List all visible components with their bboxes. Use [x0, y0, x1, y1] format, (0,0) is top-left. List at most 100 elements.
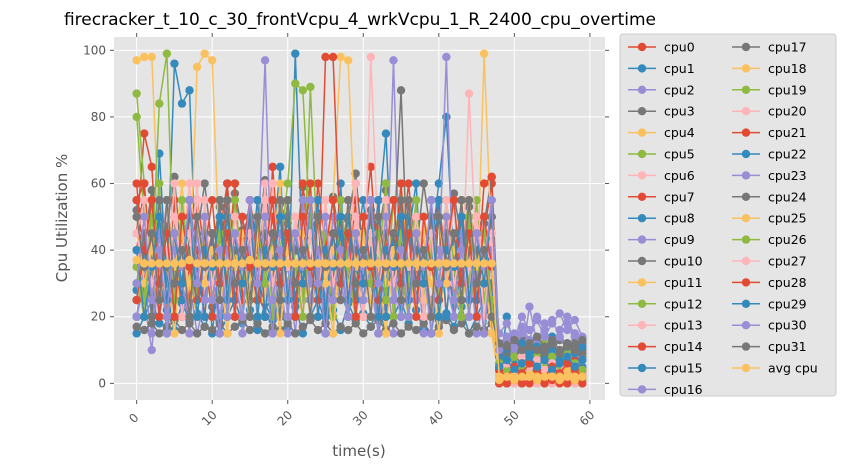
data-point — [434, 179, 444, 188]
data-point — [570, 315, 579, 325]
data-point — [208, 195, 217, 205]
data-point — [510, 365, 519, 375]
data-point — [555, 372, 564, 381]
data-point — [245, 255, 255, 265]
data-point — [464, 212, 474, 222]
data-point — [170, 179, 179, 188]
data-point — [419, 179, 428, 188]
data-point — [547, 372, 557, 381]
data-point — [185, 255, 194, 265]
data-point — [132, 255, 141, 265]
data-point — [479, 329, 489, 338]
legend-entry-label: cpu1 — [664, 61, 695, 76]
data-point — [570, 372, 579, 381]
data-point — [132, 295, 141, 305]
data-point — [185, 195, 194, 205]
data-point — [132, 179, 141, 188]
data-point — [510, 342, 519, 351]
data-point — [343, 325, 353, 335]
data-point — [215, 212, 224, 222]
data-point — [359, 212, 368, 222]
data-point — [555, 345, 564, 355]
data-point — [563, 339, 572, 348]
data-point — [555, 309, 564, 318]
data-point — [404, 312, 413, 321]
data-point — [177, 99, 187, 108]
data-point — [291, 259, 300, 268]
x-tick-label: 30 — [350, 408, 371, 429]
data-point — [434, 212, 444, 222]
data-point — [381, 195, 391, 205]
legend-entry-label: cpu15 — [664, 361, 703, 376]
data-point — [238, 312, 247, 321]
data-point — [396, 195, 406, 205]
data-point — [442, 279, 451, 288]
y-tick-label: 0 — [98, 376, 106, 390]
data-point — [381, 295, 391, 305]
data-point — [275, 295, 285, 305]
data-point — [442, 312, 451, 321]
data-point — [487, 195, 496, 205]
data-point — [487, 259, 496, 268]
data-point — [472, 329, 481, 338]
data-point — [359, 295, 368, 305]
data-point — [238, 259, 247, 268]
data-point — [563, 312, 572, 321]
data-point — [563, 372, 572, 381]
data-point — [578, 365, 587, 375]
data-point — [517, 379, 527, 388]
data-point — [283, 259, 292, 268]
y-axis-label: Cpu Utilization % — [53, 154, 71, 282]
legend-entry-label: cpu9 — [664, 232, 695, 247]
data-point — [185, 319, 194, 328]
data-point — [155, 195, 164, 205]
data-point — [306, 312, 315, 321]
data-point — [185, 329, 194, 338]
data-point — [147, 185, 156, 195]
legend-swatch-marker — [741, 235, 751, 244]
data-point — [253, 279, 262, 288]
data-point — [208, 312, 217, 321]
legend-entry-label: cpu11 — [664, 275, 703, 290]
data-point — [472, 229, 481, 238]
data-point — [192, 62, 202, 72]
data-point — [321, 279, 330, 288]
x-tick-label: 60 — [577, 408, 598, 429]
data-point — [457, 195, 466, 205]
data-point — [298, 329, 308, 338]
data-point — [525, 302, 534, 311]
data-point — [208, 259, 217, 268]
legend-swatch-marker — [637, 85, 647, 95]
data-point — [396, 312, 406, 321]
data-point — [223, 312, 232, 321]
data-point — [389, 319, 398, 328]
data-point — [170, 312, 179, 321]
data-point — [343, 259, 353, 268]
data-point — [351, 179, 360, 188]
data-point — [192, 329, 202, 338]
data-point — [442, 195, 451, 205]
data-point — [328, 229, 338, 238]
y-tick-label: 20 — [91, 310, 106, 324]
data-point — [563, 365, 572, 375]
data-point — [313, 325, 323, 335]
data-point — [328, 329, 338, 338]
data-point — [253, 212, 262, 222]
legend-entry-label: cpu10 — [664, 254, 703, 269]
legend-box — [619, 33, 837, 397]
data-point — [177, 245, 187, 255]
data-point — [245, 195, 255, 205]
legend-swatch-marker — [741, 149, 751, 159]
data-point — [223, 195, 232, 205]
data-point — [374, 312, 383, 321]
legend-swatch-marker — [741, 85, 751, 95]
legend-swatch-marker — [741, 342, 751, 351]
legend-swatch-marker — [637, 149, 647, 159]
data-point — [177, 295, 187, 305]
data-point — [162, 329, 172, 338]
data-point — [502, 355, 511, 365]
data-point — [275, 245, 285, 255]
legend-swatch-marker — [741, 214, 751, 223]
data-point — [563, 359, 572, 368]
data-point — [215, 245, 224, 255]
